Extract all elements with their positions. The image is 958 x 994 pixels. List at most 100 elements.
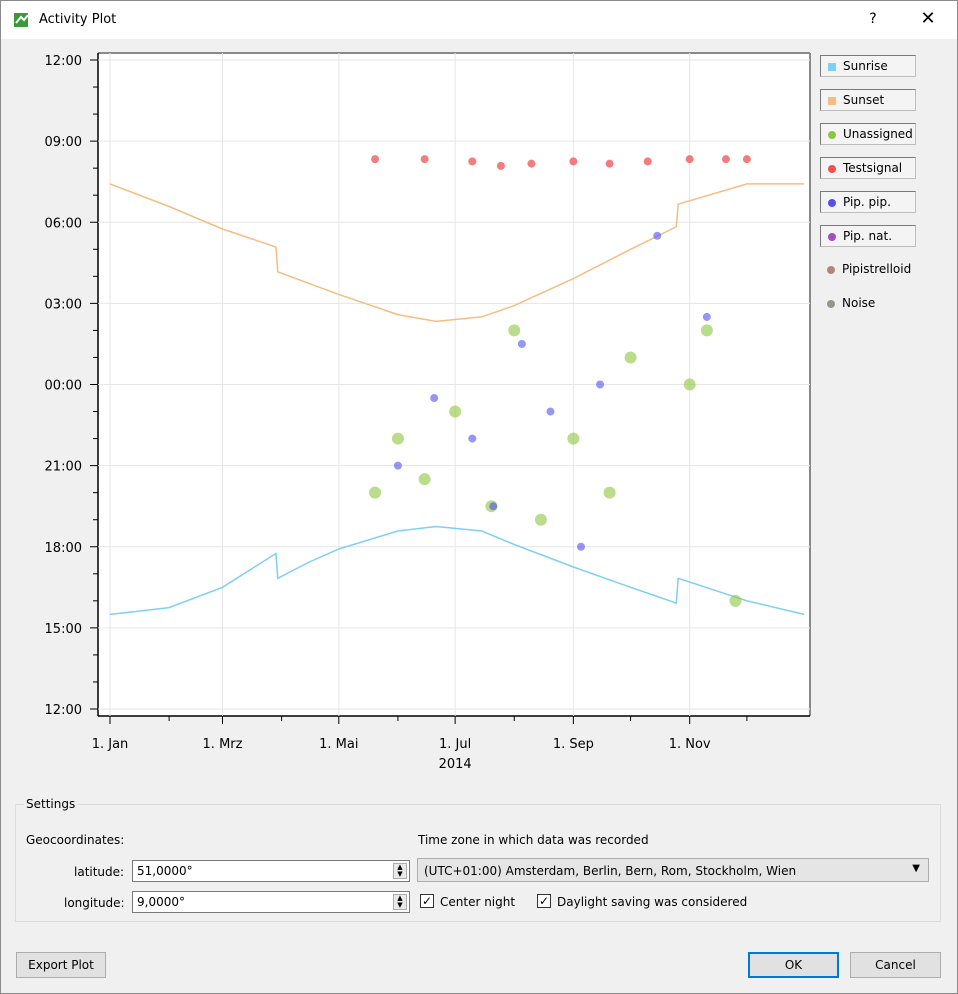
unassigned-point (391, 432, 404, 445)
legend-swatch (828, 131, 836, 139)
latitude-spinbox[interactable]: 51,0000° ▲ ▼ (132, 860, 410, 882)
testsignal-point (420, 155, 429, 164)
daylight-saving-checkbox[interactable]: ✓ (537, 894, 551, 908)
y-tick-label: 03:00 (45, 297, 82, 312)
y-tick-label: 09:00 (45, 135, 82, 150)
latitude-stepper[interactable]: ▲ ▼ (393, 863, 407, 879)
pip-pip--point (393, 461, 402, 470)
pip-pip--point (576, 542, 585, 551)
y-tick-label: 21:00 (45, 460, 82, 475)
legend-item-sunrise[interactable]: Sunrise (820, 55, 916, 77)
pip-pip--point (489, 502, 498, 511)
x-tick-label: 1. Mrz (203, 737, 243, 752)
legend-item-sunset[interactable]: Sunset (820, 89, 916, 111)
close-button[interactable]: ✕ (920, 8, 936, 29)
legend-item-pipistrelloid: Pipistrelloid (820, 259, 916, 281)
testsignal-point (569, 157, 578, 166)
cancel-button[interactable]: Cancel (850, 952, 941, 978)
unassigned-point (683, 378, 696, 391)
pip-pip--point (702, 312, 711, 321)
unassigned-point (729, 594, 742, 607)
sunrise-line (109, 525, 805, 616)
legend-item-unassigned[interactable]: Unassigned (820, 123, 916, 145)
legend-swatch (828, 233, 836, 241)
y-tick-label: 00:00 (45, 379, 82, 394)
x-tick-label: 1. Mai (319, 737, 358, 752)
longitude-spinbox[interactable]: 9,0000° ▲ ▼ (132, 891, 410, 913)
legend-swatch (828, 63, 836, 71)
x-axis-year-label: 2014 (439, 757, 472, 772)
center-night-label[interactable]: Center night (440, 895, 516, 909)
x-tick-label: 1. Jan (92, 737, 129, 752)
pip-pip--point (596, 380, 605, 389)
activity-plot-chart[interactable]: 12:00 09:00 06:00 03:00 00:00 21:00 18:00 15:00… (0, 38, 958, 798)
app-icon (14, 13, 29, 27)
testsignal-point (496, 161, 505, 170)
y-tick-label: 12:00 (45, 54, 82, 69)
pip-pip--point (546, 407, 555, 416)
testsignal-point (371, 155, 380, 164)
legend-item-testsignal[interactable]: Testsignal (820, 157, 916, 179)
timezone-select[interactable]: (UTC+01:00) Amsterdam, Berlin, Bern, Rom… (417, 858, 929, 882)
unassigned-point (567, 432, 580, 445)
checkmark-icon: ✓ (538, 894, 550, 908)
chevron-down-icon: ▼ (912, 863, 920, 874)
testsignal-point (468, 157, 477, 166)
settings-title: Settings (24, 797, 78, 811)
legend-label: Unassigned (843, 127, 913, 141)
unassigned-point (603, 486, 616, 499)
unassigned-point (624, 351, 637, 364)
longitude-value: 9,0000° (137, 895, 185, 909)
settings-group (15, 804, 941, 922)
x-tick-label: 1. Nov (669, 737, 711, 752)
timezone-value: (UTC+01:00) Amsterdam, Berlin, Bern, Rom… (424, 864, 797, 878)
unassigned-point (418, 473, 431, 486)
y-tick-label: 06:00 (45, 216, 82, 231)
legend-label: Testsignal (843, 161, 903, 175)
legend-swatch (828, 199, 836, 207)
y-tick-label: 15:00 (45, 622, 82, 637)
legend-label: Noise (842, 296, 876, 310)
checkmark-icon: ✓ (421, 894, 433, 908)
longitude-stepper[interactable]: ▲ ▼ (393, 894, 407, 910)
legend-swatch (827, 300, 835, 308)
title-bar: Activity Plot ? ✕ (1, 1, 957, 39)
legend-label: Pip. nat. (843, 229, 893, 243)
legend-swatch (828, 97, 836, 105)
daylight-saving-label[interactable]: Daylight saving was considered (557, 895, 748, 909)
sunset-line (109, 183, 805, 323)
legend-label: Sunrise (843, 59, 888, 73)
geocoordinates-label: Geocoordinates: (26, 833, 125, 847)
x-tick-label: 1. Jul (439, 737, 471, 752)
timezone-label: Time zone in which data was recorded (418, 833, 649, 847)
unassigned-point (508, 324, 521, 337)
legend-item-pip-pip[interactable]: Pip. pip. (820, 191, 916, 213)
legend-item-pip-nat[interactable]: Pip. nat. (820, 225, 916, 247)
latitude-label: latitude: (74, 865, 125, 879)
ok-button[interactable]: OK (748, 952, 839, 978)
y-tick-label: 18:00 (45, 541, 82, 556)
unassigned-point (534, 513, 547, 526)
pip-pip--point (653, 231, 662, 240)
pip-pip--point (430, 394, 439, 403)
testsignal-point (643, 157, 652, 166)
unassigned-point (369, 486, 382, 499)
window-title: Activity Plot (39, 12, 117, 27)
pip-pip--point (517, 339, 526, 348)
legend-item-noise: Noise (820, 293, 916, 315)
latitude-value: 51,0000° (137, 864, 193, 878)
testsignal-point (742, 155, 751, 164)
testsignal-point (527, 159, 536, 168)
legend-swatch (828, 165, 836, 173)
legend-label: Sunset (843, 93, 885, 107)
y-tick-label: 12:00 (45, 703, 82, 718)
unassigned-point (449, 405, 462, 418)
center-night-checkbox[interactable]: ✓ (420, 894, 434, 908)
legend-swatch (827, 266, 835, 274)
help-button[interactable]: ? (869, 11, 877, 27)
legend-label: Pipistrelloid (842, 262, 912, 276)
testsignal-point (605, 159, 614, 168)
export-plot-button[interactable]: Export Plot (16, 952, 106, 978)
testsignal-point (685, 155, 694, 164)
x-tick-label: 1. Sep (553, 737, 594, 752)
